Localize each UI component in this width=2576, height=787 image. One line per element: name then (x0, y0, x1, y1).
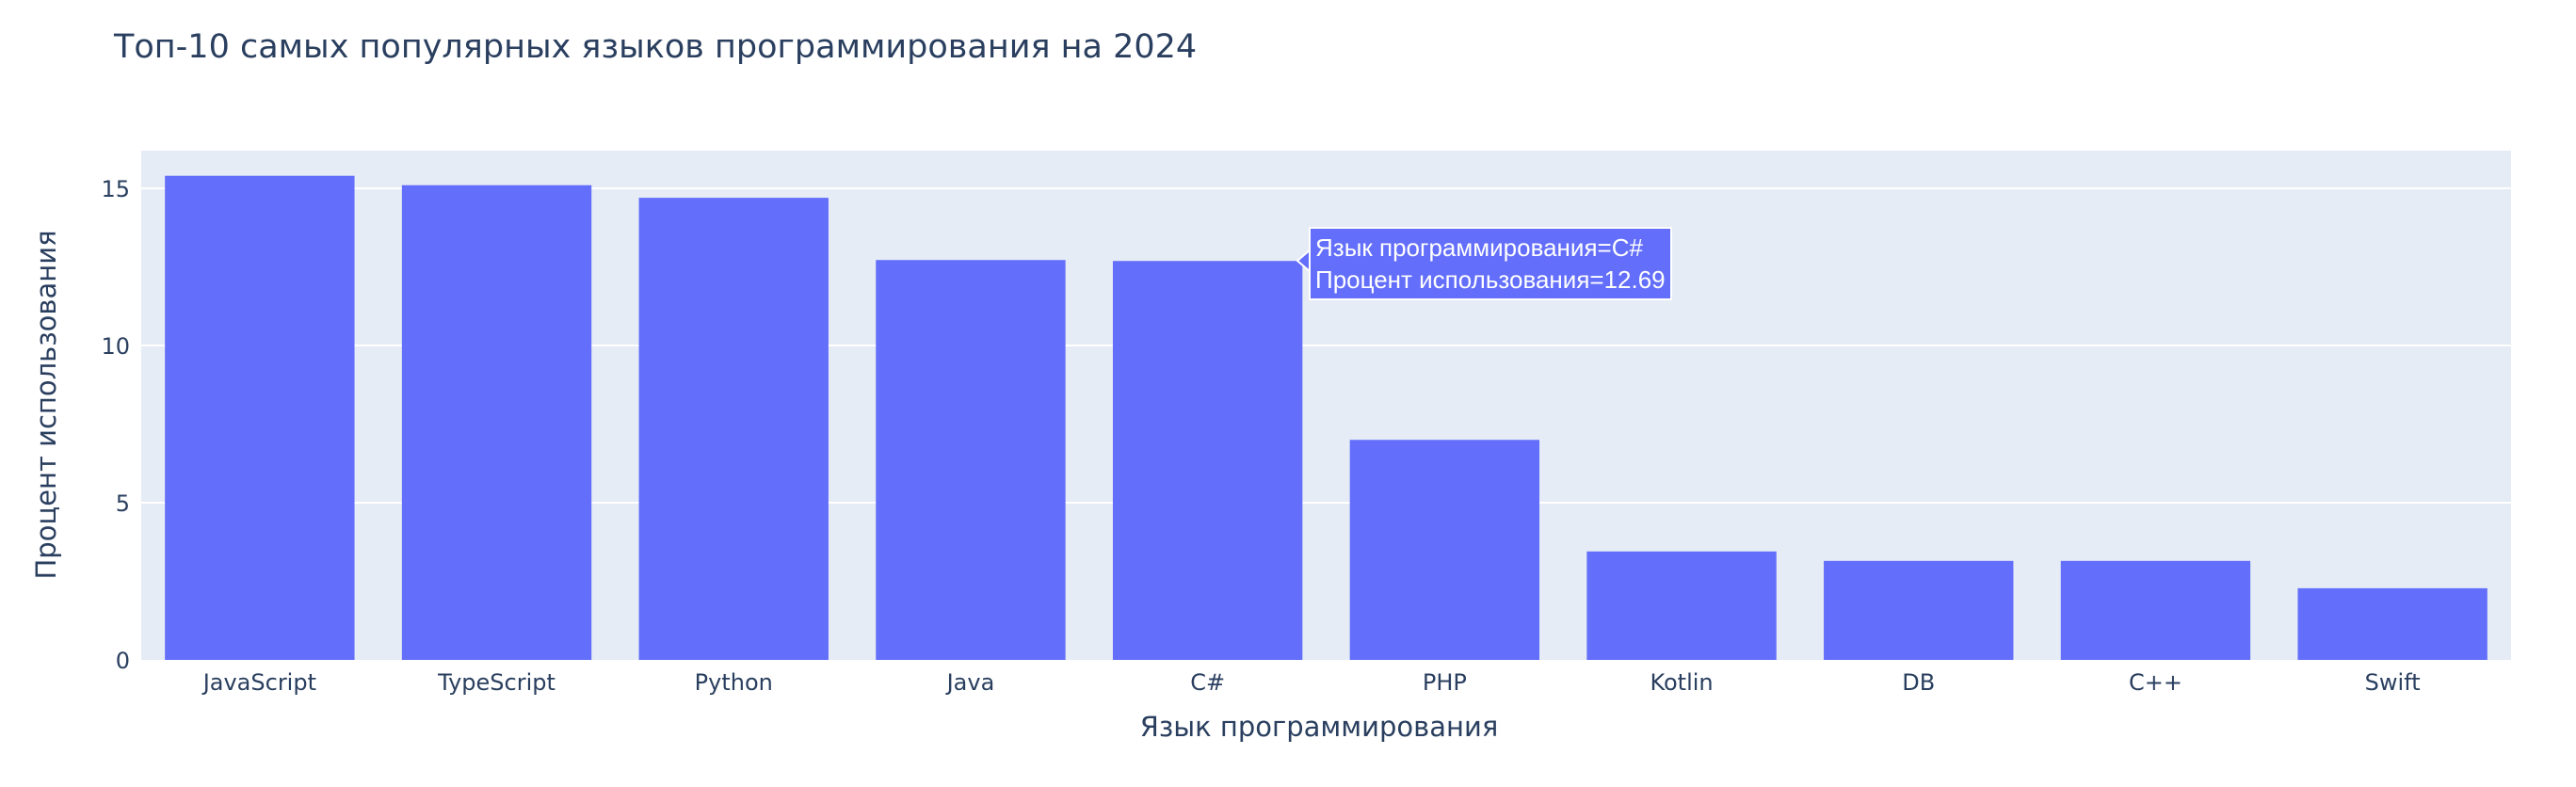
bar-db[interactable] (1824, 560, 2014, 660)
bar-typescript[interactable] (401, 185, 592, 661)
x-tick-label: Java (945, 669, 995, 696)
bar-php[interactable] (1349, 440, 1540, 660)
bar-java[interactable] (876, 260, 1066, 660)
x-tick-label: C++ (2129, 669, 2182, 696)
x-tick-label: Kotlin (1650, 669, 1713, 696)
bar-kotlin[interactable] (1586, 551, 1777, 660)
bar-javascript[interactable] (165, 175, 355, 660)
y-tick-label: 5 (116, 490, 130, 517)
chart-title: Топ-10 самых популярных языков программи… (113, 28, 1197, 66)
x-tick-label: C# (1190, 669, 1225, 696)
x-axis-title: Язык программирования (1140, 711, 1499, 743)
bars (165, 175, 2487, 661)
x-tick-label: Python (695, 669, 773, 696)
y-tick-label: 10 (101, 333, 130, 360)
y-tick-label: 15 (101, 176, 130, 202)
bar-python[interactable] (638, 198, 829, 660)
x-tick-label: PHP (1423, 669, 1467, 696)
y-tick-label: 0 (116, 648, 130, 674)
x-tick-label: JavaScript (201, 669, 316, 696)
x-tick-label: TypeScript (437, 669, 555, 696)
bar-swift[interactable] (2297, 587, 2487, 660)
bar-csharp[interactable] (1112, 261, 1303, 660)
hover-tooltip-box (1309, 227, 1672, 300)
y-axis-ticks: 0 5 10 15 (101, 176, 130, 674)
hover-tooltip-line-2: Процент использования=12.69 (1315, 265, 1666, 294)
hover-tooltip-line-1: Язык программирования=C# (1315, 233, 1643, 262)
x-tick-label: DB (1902, 669, 1935, 696)
hover-tooltip: Язык программирования=C# Процент использ… (1296, 227, 1672, 300)
y-axis-title: Процент использования (30, 230, 62, 579)
bar-cpp[interactable] (2060, 560, 2251, 660)
x-tick-label: Swift (2365, 669, 2421, 696)
x-axis-ticks: JavaScript TypeScript Python Java C# PHP Kotli… (201, 669, 2421, 696)
